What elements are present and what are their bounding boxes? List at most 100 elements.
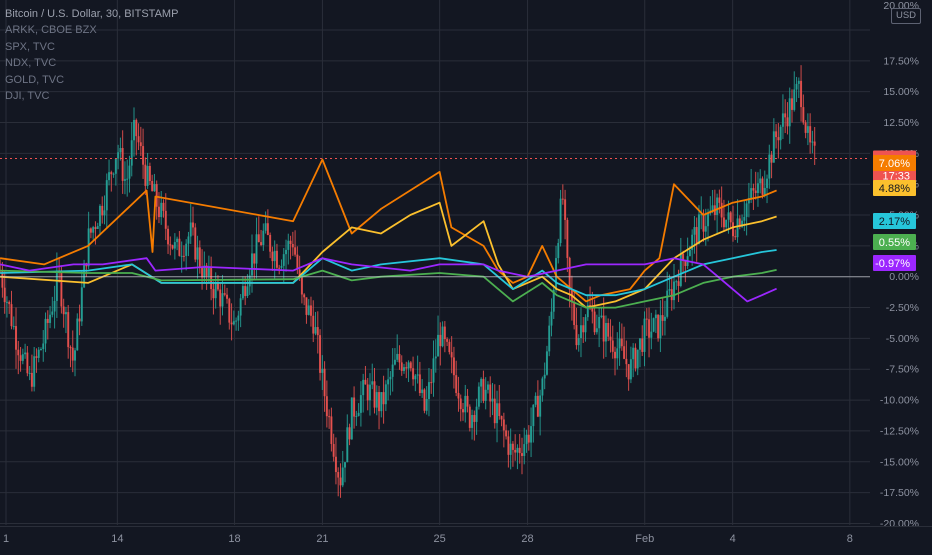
- x-tick-label: 25: [434, 533, 446, 545]
- badge-gold-text: 0.55%: [879, 237, 910, 249]
- candle-body: [196, 247, 199, 260]
- candle-body: [809, 126, 812, 143]
- candle-body: [24, 352, 27, 355]
- candle-body: [207, 267, 210, 276]
- candle-body: [169, 244, 172, 246]
- candle-body: [248, 275, 251, 287]
- y-tick-label: -20.00%: [880, 518, 919, 530]
- candle-body: [684, 261, 687, 266]
- candle-body: [595, 328, 598, 333]
- badge-dji: 4.88%: [873, 180, 916, 196]
- candle-body: [364, 379, 367, 385]
- legend-item-spx[interactable]: SPX, TVC: [5, 40, 55, 53]
- candle-body: [219, 289, 222, 307]
- candle-body: [575, 325, 578, 346]
- candle-body: [332, 443, 335, 457]
- candle-body: [135, 119, 138, 137]
- candle-body: [278, 267, 281, 269]
- candle-body: [285, 249, 288, 255]
- candle-body: [146, 165, 149, 186]
- badge-ndx: 7.06%: [873, 155, 916, 171]
- candle-body: [103, 210, 106, 216]
- candle-body: [398, 353, 401, 363]
- candle-body: [498, 403, 501, 417]
- candle-body: [611, 340, 614, 352]
- candle-body: [105, 180, 108, 211]
- legend: Bitcoin / U.S. Dollar, 30, BITSTAMP ARKK…: [5, 6, 178, 104]
- candle-body: [253, 253, 256, 264]
- candle-body: [673, 281, 676, 301]
- legend-item-dji[interactable]: DJI, TVC: [5, 90, 50, 103]
- y-tick-label: 0.00%: [889, 271, 919, 283]
- candle-body: [180, 255, 183, 257]
- candle-body: [76, 318, 79, 351]
- candle-body: [441, 326, 444, 347]
- y-tick-label: 17.50%: [883, 55, 919, 67]
- legend-item-btc[interactable]: Bitcoin / U.S. Dollar, 30, BITSTAMP: [5, 8, 179, 20]
- badge-dji-text: 4.88%: [879, 183, 910, 195]
- candle-body: [507, 436, 510, 455]
- candle-body: [491, 398, 494, 402]
- x-tick-label: 21: [316, 533, 328, 545]
- candle-body: [307, 305, 310, 315]
- candle-body: [482, 378, 485, 401]
- candle-body: [273, 250, 276, 262]
- candle-body: [466, 395, 469, 407]
- candle-body: [604, 322, 607, 342]
- y-tick-label: -10.00%: [880, 395, 919, 407]
- candle-body: [502, 419, 505, 431]
- candle-body: [784, 113, 787, 118]
- candle-body: [532, 404, 535, 427]
- candle-body: [371, 381, 374, 385]
- candle-body: [756, 183, 759, 194]
- candle-body: [477, 386, 480, 407]
- series-line-gold: [0, 269, 777, 309]
- candle-body: [539, 395, 542, 417]
- y-tick-label: -2.50%: [886, 302, 919, 314]
- candle-body: [657, 314, 660, 339]
- candle-body: [255, 234, 258, 264]
- candle-body: [793, 89, 796, 110]
- candle-body: [355, 415, 358, 417]
- currency-badge[interactable]: USD: [891, 8, 921, 24]
- candle-body: [452, 357, 455, 376]
- badge-arkk: -0.97%: [873, 255, 916, 271]
- candle-body: [761, 178, 764, 195]
- legend-item-gold[interactable]: GOLD, TVC: [5, 73, 65, 86]
- candle-body: [162, 202, 165, 211]
- candle-body: [541, 378, 544, 396]
- candle-body: [766, 178, 769, 188]
- badge-spx: 2.17%: [873, 213, 916, 229]
- y-tick-label: 12.50%: [883, 117, 919, 129]
- x-tick-label: 18: [228, 533, 240, 545]
- candle-body: [246, 286, 249, 297]
- candle-body: [636, 349, 639, 369]
- candle-body: [393, 359, 396, 365]
- candle-body: [797, 80, 800, 84]
- candle-body: [629, 359, 632, 380]
- candle-body: [407, 362, 410, 369]
- candle-body: [609, 336, 612, 341]
- candle-body: [221, 293, 224, 307]
- legend-item-arkk[interactable]: ARKK, CBOE BZX: [5, 24, 97, 37]
- candle-body: [67, 312, 70, 348]
- candle-body: [321, 368, 324, 373]
- candle-body: [468, 406, 471, 428]
- candle-body: [89, 228, 92, 233]
- candle-body: [654, 314, 657, 319]
- candle-body: [153, 184, 156, 192]
- candle-body: [484, 389, 487, 401]
- candle-body: [425, 399, 428, 411]
- candle-body: [414, 375, 417, 380]
- candle-body: [790, 98, 793, 110]
- candle-body: [362, 379, 365, 396]
- candle-body: [804, 122, 807, 133]
- candle-body: [439, 334, 442, 347]
- candle-body: [291, 244, 294, 248]
- legend-item-ndx[interactable]: NDX, TVC: [5, 57, 57, 70]
- candle-body: [781, 113, 784, 127]
- candle-body: [697, 214, 700, 245]
- candle-body: [160, 202, 163, 218]
